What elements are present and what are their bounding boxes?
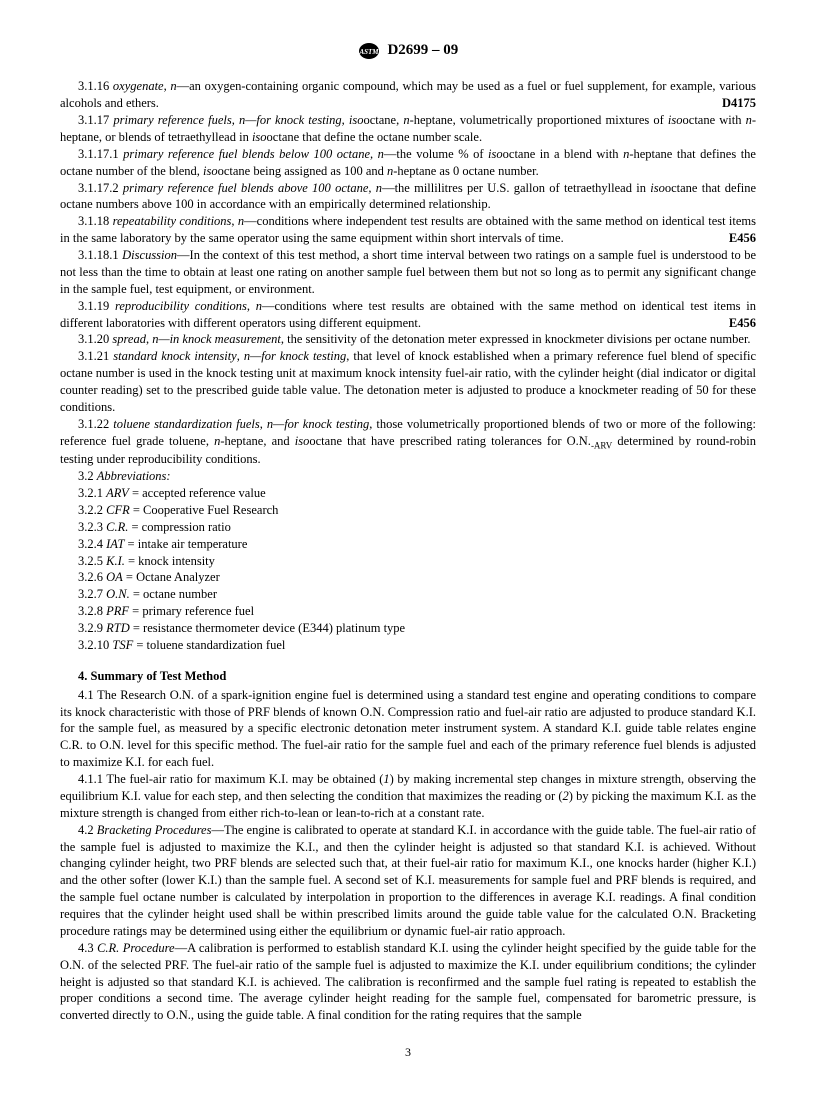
abbrev-6: 3.2.6 OA = Octane Analyzer <box>60 569 756 586</box>
def-3-1-22: 3.1.22 toluene standardization fuels, n—… <box>60 416 756 468</box>
abbrev-3: 3.2.3 C.R. = compression ratio <box>60 519 756 536</box>
def-3-1-17-2: 3.1.17.2 primary reference fuel blends a… <box>60 180 756 214</box>
para-4-3: 4.3 C.R. Procedure—A calibration is perf… <box>60 940 756 1024</box>
astm-logo-icon: ASTM <box>358 42 380 60</box>
page-header: ASTM D2699 – 09 <box>60 40 756 60</box>
designation: D2699 – 09 <box>387 42 458 58</box>
abbrev-7: 3.2.7 O.N. = octane number <box>60 586 756 603</box>
def-3-1-17-1: 3.1.17.1 primary reference fuel blends b… <box>60 146 756 180</box>
svg-text:ASTM: ASTM <box>358 48 379 56</box>
section-4-head: 4. Summary of Test Method <box>60 668 756 685</box>
ref-d4175: D4175 <box>704 95 756 112</box>
abbrev-5: 3.2.5 K.I. = knock intensity <box>60 553 756 570</box>
abbrev-1: 3.2.1 ARV = accepted reference value <box>60 485 756 502</box>
def-3-1-20: 3.1.20 spread, n—in knock measurement, t… <box>60 331 756 348</box>
page-number: 3 <box>60 1044 756 1060</box>
abbrev-2: 3.2.2 CFR = Cooperative Fuel Research <box>60 502 756 519</box>
abbrev-9: 3.2.9 RTD = resistance thermometer devic… <box>60 620 756 637</box>
def-3-1-16: 3.1.16 oxygenate, n—an oxygen-containing… <box>60 78 756 112</box>
def-3-1-19: 3.1.19 reproducibility conditions, n—con… <box>60 298 756 332</box>
para-4-1: 4.1 The Research O.N. of a spark-ignitio… <box>60 687 756 771</box>
abbrev-4: 3.2.4 IAT = intake air temperature <box>60 536 756 553</box>
abbrev-10: 3.2.10 TSF = toluene standardization fue… <box>60 637 756 654</box>
def-3-1-18-1: 3.1.18.1 Discussion—In the context of th… <box>60 247 756 298</box>
ref-e456-2: E456 <box>711 315 756 332</box>
abbrev-head: 3.2 Abbreviations: <box>60 468 756 485</box>
para-4-2: 4.2 Bracketing Procedures—The engine is … <box>60 822 756 940</box>
ref-e456-1: E456 <box>711 230 756 247</box>
def-3-1-18: 3.1.18 repeatability conditions, n—condi… <box>60 213 756 247</box>
abbrev-8: 3.2.8 PRF = primary reference fuel <box>60 603 756 620</box>
def-3-1-21: 3.1.21 standard knock intensity, n—for k… <box>60 348 756 416</box>
def-3-1-17: 3.1.17 primary reference fuels, n—for kn… <box>60 112 756 146</box>
para-4-1-1: 4.1.1 The fuel-air ratio for maximum K.I… <box>60 771 756 822</box>
